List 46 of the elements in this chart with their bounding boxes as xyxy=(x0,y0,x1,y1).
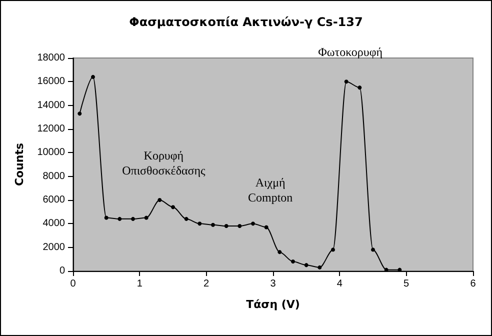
x-tick-label: 6 xyxy=(470,278,476,290)
point xyxy=(358,86,362,90)
point xyxy=(371,248,375,252)
point xyxy=(198,222,202,226)
y-tick-label: 8000 xyxy=(42,170,66,182)
point xyxy=(224,224,228,228)
point xyxy=(118,216,122,221)
point xyxy=(104,216,108,220)
point xyxy=(144,216,148,220)
x-axis-title: Τάση (V) xyxy=(246,298,300,311)
x-tick-label: 0 xyxy=(70,278,76,290)
x-tick-label: 3 xyxy=(270,278,276,290)
point xyxy=(171,205,175,210)
point xyxy=(344,80,348,84)
y-tick-label: 10000 xyxy=(37,147,66,158)
y-tick-label: 14000 xyxy=(37,100,66,111)
annotation: Αιχμή Compton xyxy=(248,176,293,205)
point xyxy=(238,224,242,228)
point xyxy=(158,198,162,202)
annotation: Φωτοκορυφή xyxy=(318,45,383,60)
point xyxy=(304,263,308,268)
annotation: Κορυφή Οπισθοσκέδασης xyxy=(122,148,206,178)
y-tick-label: 4000 xyxy=(42,218,66,230)
x-tick-label: 5 xyxy=(404,278,410,290)
point xyxy=(184,216,188,221)
point xyxy=(264,225,268,230)
x-tick-label: 4 xyxy=(336,278,343,290)
y-tick-label: 16000 xyxy=(37,76,66,88)
x-tick-label: 1 xyxy=(136,278,143,290)
point xyxy=(331,248,335,252)
point xyxy=(78,112,82,116)
point xyxy=(131,216,135,221)
point xyxy=(211,222,215,227)
y-tick-label: 0 xyxy=(59,266,66,276)
chart-title: Φασματοσκοπία Ακτινών-γ Cs-137 xyxy=(129,15,363,29)
y-tick-label: 12000 xyxy=(37,124,66,134)
point xyxy=(318,265,322,270)
y-tick-label: 2000 xyxy=(42,242,66,253)
y-axis-title: Counts xyxy=(13,142,26,186)
x-tick-label: 2 xyxy=(204,278,210,290)
point xyxy=(251,222,255,226)
point xyxy=(278,250,282,254)
point xyxy=(91,74,95,79)
point xyxy=(291,260,295,264)
y-tick-label: 18000 xyxy=(37,52,66,64)
y-tick-label: 6000 xyxy=(42,194,66,206)
